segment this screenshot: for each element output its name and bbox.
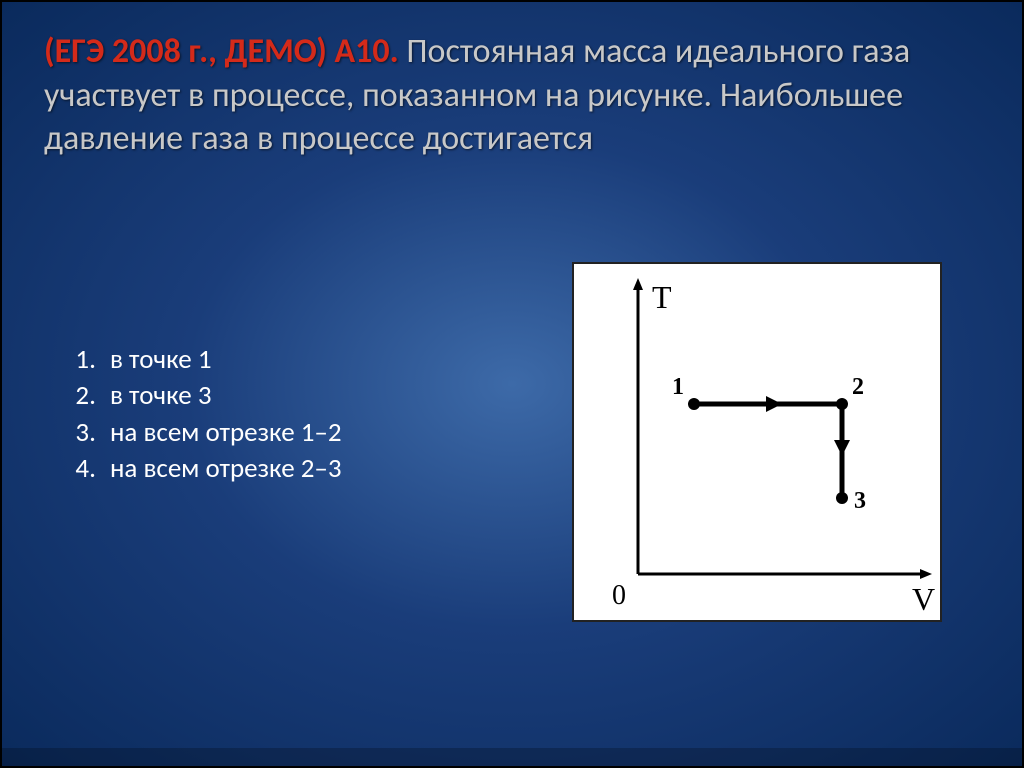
svg-text:V: V [912, 581, 935, 617]
list-item: в точке 1 [102, 342, 506, 378]
svg-text:2: 2 [852, 374, 864, 400]
title-lead: (ЕГЭ 2008 г., ДЕМО) А10. [44, 31, 399, 72]
answer-options: в точке 1 в точке 3 на всем отрезке 1–2 … [66, 342, 506, 488]
answer-list: в точке 1 в точке 3 на всем отрезке 1–2 … [66, 342, 506, 488]
svg-text:T: T [652, 279, 672, 315]
tv-diagram: T V 0 1 2 3 [572, 262, 942, 622]
slide-bottom-bar [2, 748, 1022, 766]
question-title: (ЕГЭ 2008 г., ДЕМО) А10. Постоянная масс… [44, 30, 980, 161]
list-item: на всем отрезке 2–3 [102, 451, 506, 487]
list-item: в точке 3 [102, 378, 506, 414]
chart-svg: T V 0 1 2 3 [574, 264, 940, 620]
svg-text:1: 1 [672, 374, 684, 400]
svg-text:0: 0 [612, 580, 626, 611]
list-item: на всем отрезке 1–2 [102, 415, 506, 451]
svg-text:3: 3 [854, 488, 866, 514]
